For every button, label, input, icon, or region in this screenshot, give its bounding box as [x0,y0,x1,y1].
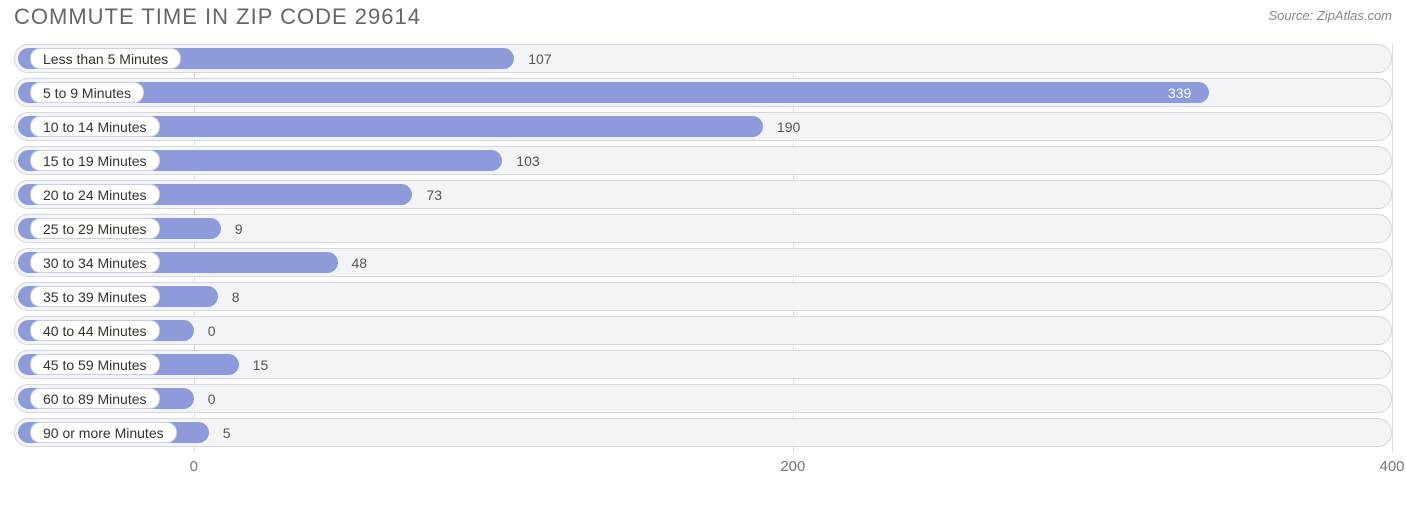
bar-value: 5 [215,418,239,447]
plot-area: 107 Less than 5 Minutes 339 5 to 9 Minutes 1… [14,44,1392,484]
bar-row: 9 25 to 29 Minutes [14,214,1392,243]
bar-value: 0 [200,384,224,413]
commute-time-chart: COMMUTE TIME IN ZIP CODE 29614 Source: Z… [0,0,1406,522]
x-tick: 400 [1379,458,1404,475]
category-pill: 90 or more Minutes [30,422,177,443]
gridline [1392,44,1393,452]
bar-row: 73 20 to 24 Minutes [14,180,1392,209]
bar-track [14,214,1392,243]
bar [18,82,1209,103]
category-pill: 30 to 34 Minutes [30,252,160,273]
bar-row: 103 15 to 19 Minutes [14,146,1392,175]
bar-row: 107 Less than 5 Minutes [14,44,1392,73]
bar-value: 339 [1160,78,1199,107]
bar-value: 107 [520,44,559,73]
bar-row: 190 10 to 14 Minutes [14,112,1392,141]
category-pill: 10 to 14 Minutes [30,116,160,137]
x-axis: 0200400 [14,452,1392,480]
x-tick: 0 [190,458,198,475]
bar-row: 5 90 or more Minutes [14,418,1392,447]
bar-value: 190 [769,112,808,141]
bar-value: 15 [245,350,277,379]
bar-row: 15 45 to 59 Minutes [14,350,1392,379]
bar-row: 48 30 to 34 Minutes [14,248,1392,277]
bar-value: 48 [344,248,376,277]
bar-value: 8 [224,282,248,311]
bar-row: 0 40 to 44 Minutes [14,316,1392,345]
category-pill: 15 to 19 Minutes [30,150,160,171]
category-pill: 20 to 24 Minutes [30,184,160,205]
bar-rows: 107 Less than 5 Minutes 339 5 to 9 Minutes 1… [14,44,1392,447]
bar-row: 0 60 to 89 Minutes [14,384,1392,413]
x-tick: 200 [780,458,805,475]
category-pill: 25 to 29 Minutes [30,218,160,239]
bar-value: 103 [508,146,547,175]
bar-row: 339 5 to 9 Minutes [14,78,1392,107]
bar-value: 9 [227,214,251,243]
bar-value: 0 [200,316,224,345]
bar-row: 8 35 to 39 Minutes [14,282,1392,311]
category-pill: 5 to 9 Minutes [30,82,144,103]
category-pill: 60 to 89 Minutes [30,388,160,409]
chart-title: COMMUTE TIME IN ZIP CODE 29614 [14,4,421,30]
category-pill: 40 to 44 Minutes [30,320,160,341]
category-pill: 35 to 39 Minutes [30,286,160,307]
chart-source: Source: ZipAtlas.com [1268,4,1392,23]
chart-header: COMMUTE TIME IN ZIP CODE 29614 Source: Z… [0,0,1406,38]
category-pill: Less than 5 Minutes [30,48,181,69]
category-pill: 45 to 59 Minutes [30,354,160,375]
bar-track [14,282,1392,311]
bar-value: 73 [418,180,450,209]
